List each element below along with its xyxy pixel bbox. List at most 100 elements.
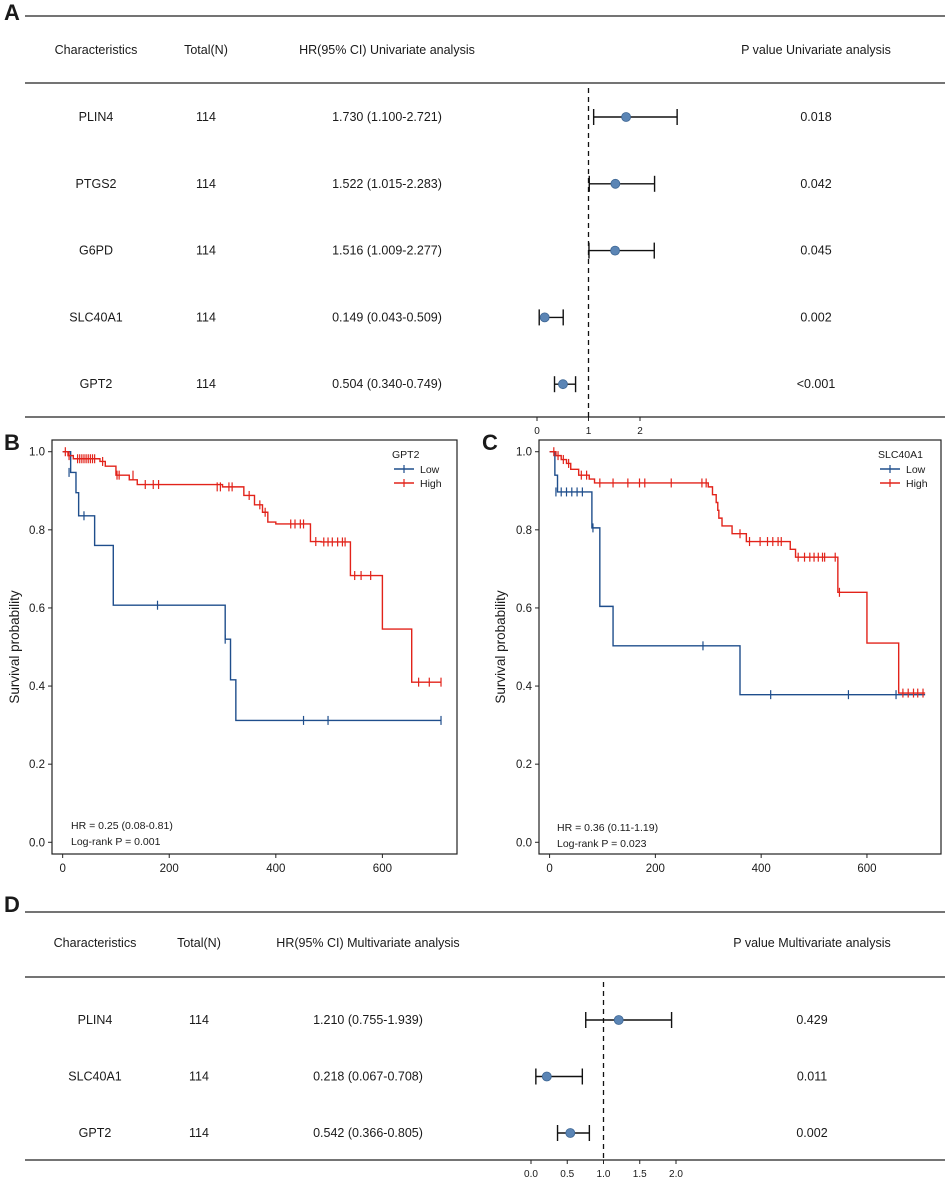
row-p-value: 0.042: [800, 177, 831, 191]
survival-curve-high: [549, 451, 926, 694]
x-axis-label: Time: [725, 879, 756, 880]
hr-point: [610, 178, 621, 189]
x-tick-label: 2: [637, 426, 643, 437]
row-hr-text: 1.522 (1.015-2.283): [332, 177, 442, 191]
stat-annotation: Log-rank P = 0.001: [71, 836, 161, 848]
stat-annotation: Log-rank P = 0.023: [557, 838, 647, 850]
panel-label-c: C: [482, 430, 498, 455]
row-hr-text: 0.149 (0.043-0.509): [332, 310, 442, 324]
y-axis-label: Survival probability: [7, 590, 22, 704]
y-tick-label: 0.6: [29, 603, 45, 615]
x-tick-label: 600: [857, 863, 876, 875]
header-total: Total(N): [177, 936, 221, 950]
header-total: Total(N): [184, 43, 228, 57]
hr-point: [610, 245, 620, 256]
hr-point: [558, 379, 568, 390]
survival-curve-low: [62, 451, 442, 722]
x-axis-label: Time: [239, 879, 270, 880]
legend-label: Low: [906, 464, 926, 476]
x-tick-label: 1.5: [633, 1169, 647, 1178]
km-plot-gpt2: 0.0 0.2 0.4 0.6 0.8 1.0 0 200 400 600 Time Survival…: [7, 439, 458, 880]
forest-plot-a: Characteristics Total(N) HR(95% CI) Univar…: [25, 15, 945, 437]
x-tick-label: 200: [646, 863, 665, 875]
x-tick-label: 600: [373, 863, 392, 875]
x-tick-label: 0: [534, 426, 540, 437]
header-characteristics: Characteristics: [55, 43, 138, 57]
row-name: G6PD: [79, 244, 113, 258]
row-p-value: 0.002: [796, 1126, 827, 1140]
row-total: 114: [196, 244, 216, 258]
row-name: SLC40A1: [69, 310, 123, 324]
row-hr-text: 1.730 (1.100-2.721): [332, 110, 442, 124]
y-tick-label: 0.8: [516, 525, 532, 537]
panel-label-d: D: [4, 892, 20, 917]
y-tick-label: 1.0: [516, 447, 532, 459]
panel-label-b: B: [4, 430, 20, 455]
row-hr-text: 0.542 (0.366-0.805): [313, 1126, 423, 1140]
row-name: GPT2: [80, 377, 113, 391]
row-total: 114: [189, 1126, 209, 1140]
y-tick-label: 0.4: [516, 681, 533, 693]
row-total: 114: [196, 177, 216, 191]
row-hr-text: 0.218 (0.067-0.708): [313, 1070, 423, 1084]
x-tick-label: 2.0: [669, 1169, 683, 1178]
header-p-value: P value Multivariate analysis: [733, 936, 890, 950]
hr-point: [565, 1128, 576, 1138]
row-hr-text: 1.210 (0.755-1.939): [313, 1013, 423, 1027]
row-p-value: 0.011: [797, 1070, 827, 1084]
y-tick-label: 0.6: [516, 603, 532, 615]
y-tick-label: 0.2: [516, 759, 532, 771]
x-tick-label: 1.0: [597, 1169, 611, 1178]
row-name: PLIN4: [79, 110, 114, 124]
row-p-value: 0.018: [800, 110, 831, 124]
header-characteristics: Characteristics: [54, 936, 137, 950]
y-tick-label: 1.0: [29, 447, 45, 459]
row-total: 114: [189, 1013, 209, 1027]
hr-point: [539, 312, 550, 323]
y-tick-label: 0.2: [29, 759, 45, 771]
forest-plot-d: Characteristics Total(N) HR(95% CI) Multiv…: [25, 911, 945, 1178]
y-tick-label: 0.4: [29, 681, 46, 693]
row-name: SLC40A1: [68, 1070, 122, 1084]
row-name: PTGS2: [76, 177, 117, 191]
legend-title: SLC40A1: [878, 449, 923, 461]
stat-annotation: HR = 0.25 (0.08-0.81): [71, 820, 173, 832]
row-name: PLIN4: [78, 1013, 113, 1027]
hr-point: [613, 1015, 624, 1025]
header-hr: HR(95% CI) Multivariate analysis: [276, 936, 459, 950]
legend-label: Low: [420, 464, 440, 476]
survival-curve-high: [62, 451, 442, 683]
row-total: 114: [196, 377, 216, 391]
x-tick-label: 0: [546, 863, 552, 875]
y-tick-label: 0.0: [29, 837, 45, 849]
row-p-value: 0.002: [800, 310, 831, 324]
row-p-value: 0.429: [796, 1013, 827, 1027]
plot-frame: [51, 439, 458, 855]
x-tick-label: 0.0: [524, 1169, 538, 1178]
x-tick-label: 200: [160, 863, 179, 875]
x-tick-label: 0.5: [560, 1169, 574, 1178]
row-total: 114: [189, 1070, 209, 1084]
hr-point: [541, 1071, 552, 1082]
legend-label: High: [420, 478, 442, 490]
y-tick-label: 0.8: [29, 525, 45, 537]
y-tick-label: 0.0: [516, 837, 532, 849]
row-total: 114: [196, 110, 216, 124]
row-p-value: <0.001: [797, 377, 836, 391]
x-tick-label: 400: [266, 863, 285, 875]
row-p-value: 0.045: [800, 244, 831, 258]
x-tick-label: 400: [752, 863, 771, 875]
row-hr-text: 1.516 (1.009-2.277): [332, 244, 442, 258]
hr-point: [621, 112, 631, 122]
row-hr-text: 0.504 (0.340-0.749): [332, 377, 442, 391]
row-name: GPT2: [79, 1126, 112, 1140]
x-tick-label: 1: [586, 426, 592, 437]
plot-frame: [538, 439, 942, 855]
panel-label-a: A: [4, 0, 20, 25]
y-axis-label: Survival probability: [493, 590, 508, 704]
row-total: 114: [196, 310, 216, 324]
survival-curve-low: [549, 451, 926, 696]
legend-label: High: [906, 478, 928, 490]
x-tick-label: 0: [59, 863, 65, 875]
legend-title: GPT2: [392, 449, 420, 461]
